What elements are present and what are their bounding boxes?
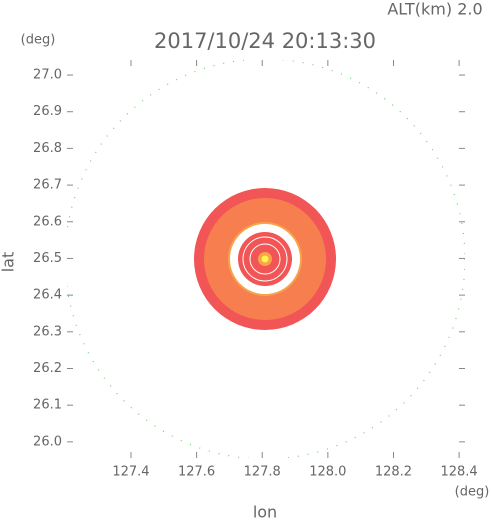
- x-tick-label: 128.4: [440, 465, 477, 480]
- y-unit: (deg): [21, 33, 56, 48]
- y-tick-label: 27.0: [33, 68, 62, 83]
- altitude-label: ALT(km) 2.0: [387, 0, 482, 19]
- radar-image: [67, 60, 465, 458]
- x-axis-label: lon: [253, 503, 277, 521]
- echo: [261, 255, 269, 263]
- x-unit: (deg): [455, 485, 490, 500]
- y-tick-label: 26.1: [33, 398, 62, 413]
- y-tick-label: 26.4: [33, 288, 62, 303]
- y-tick-label: 26.0: [33, 434, 62, 449]
- y-axis-label: lat: [0, 252, 18, 273]
- chart-title: 2017/10/24 20:13:30: [154, 29, 376, 53]
- x-tick-label: 128.2: [375, 465, 412, 480]
- y-tick-label: 26.9: [33, 104, 62, 119]
- echo: [249, 243, 281, 275]
- y-tick-label: 26.5: [33, 251, 62, 266]
- echo: [242, 236, 288, 282]
- y-tick-label: 26.7: [33, 178, 62, 193]
- x-tick-label: 128.0: [309, 465, 346, 480]
- y-tick-label: 26.8: [33, 141, 62, 156]
- y-tick-label: 26.2: [33, 361, 62, 376]
- y-tick-label: 26.3: [33, 324, 62, 339]
- x-tick-label: 127.8: [244, 465, 281, 480]
- x-tick-label: 127.6: [178, 465, 215, 480]
- x-tick-label: 127.4: [112, 465, 149, 480]
- y-tick-label: 26.6: [33, 214, 62, 229]
